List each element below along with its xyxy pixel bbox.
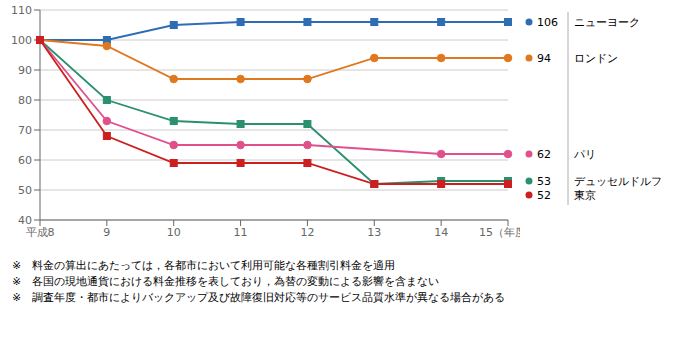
svg-text:13: 13 — [367, 226, 381, 239]
svg-text:15（年度）: 15（年度） — [479, 226, 520, 239]
svg-text:ニューヨーク: ニューヨーク — [574, 16, 640, 29]
svg-text:50: 50 — [18, 184, 32, 197]
svg-text:11: 11 — [234, 226, 248, 239]
svg-text:90: 90 — [18, 64, 32, 77]
svg-text:53: 53 — [537, 175, 551, 188]
svg-text:70: 70 — [18, 124, 32, 137]
svg-text:12: 12 — [300, 226, 314, 239]
svg-text:40: 40 — [18, 214, 32, 227]
svg-text:デュッセルドルフ: デュッセルドルフ — [574, 175, 662, 188]
html-text:※ 各国の現地通貨における料金推移を表しており，為替の変動に: ※ 各国の現地通貨における料金推移を表しており，為替の変動による影響を含まない — [12, 275, 440, 288]
svg-text:ロンドン: ロンドン — [574, 52, 618, 65]
svg-text:94: 94 — [537, 52, 551, 65]
svg-text:100: 100 — [11, 34, 32, 47]
html-text:※ 料金の算出にあたっては，各都市において利用可能な各種割引: ※ 料金の算出にあたっては，各都市において利用可能な各種割引料金を適用 — [12, 259, 396, 272]
svg-text:106: 106 — [537, 16, 558, 29]
svg-text:9: 9 — [103, 226, 110, 239]
svg-text:60: 60 — [18, 154, 32, 167]
svg-text:14: 14 — [434, 226, 448, 239]
svg-text:東京: 東京 — [574, 189, 596, 202]
html-text:※ 調査年度・都市によりバックアップ及び故障復旧対応等のサー: ※ 調査年度・都市によりバックアップ及び故障復旧対応等のサービス品質水準が異なる… — [12, 291, 506, 304]
svg-text:パリ: パリ — [573, 148, 596, 161]
svg-text:110: 110 — [11, 4, 32, 17]
svg-text:平成8: 平成8 — [26, 226, 55, 239]
svg-text:62: 62 — [537, 148, 551, 161]
svg-text:80: 80 — [18, 94, 32, 107]
svg-text:10: 10 — [167, 226, 181, 239]
svg-text:52: 52 — [537, 189, 551, 202]
